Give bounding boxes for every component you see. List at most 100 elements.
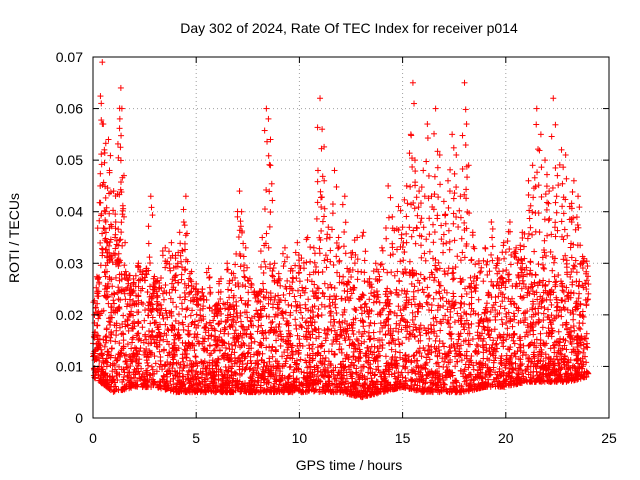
data-point [427, 321, 434, 328]
data-point [112, 245, 119, 252]
data-point [321, 280, 328, 287]
data-point [327, 312, 334, 319]
data-point [407, 183, 414, 190]
data-point [536, 318, 543, 325]
data-point [527, 259, 534, 266]
data-point [435, 259, 442, 266]
data-point [267, 162, 274, 169]
data-point [102, 140, 109, 147]
data-point [540, 310, 547, 317]
data-point [306, 342, 313, 349]
data-point [215, 321, 222, 328]
data-point [241, 274, 248, 281]
data-point [206, 274, 213, 281]
data-point [326, 302, 333, 309]
data-point [585, 290, 592, 297]
data-point [365, 313, 372, 320]
data-point [483, 300, 490, 307]
data-point [541, 237, 548, 244]
data-point [445, 320, 452, 327]
data-point [335, 245, 342, 252]
data-point [206, 284, 213, 291]
data-point [340, 243, 347, 250]
data-point [105, 136, 112, 143]
data-point [358, 333, 365, 340]
data-point [117, 179, 124, 186]
data-point [318, 194, 325, 201]
data-point [268, 180, 275, 187]
data-point [432, 105, 439, 112]
data-point [301, 369, 308, 376]
data-point [382, 225, 389, 232]
data-point [101, 225, 108, 232]
data-point [526, 215, 533, 222]
data-point [430, 239, 437, 246]
data-point [103, 325, 110, 332]
data-point [542, 157, 549, 164]
data-point [409, 163, 416, 170]
data-point [341, 193, 348, 200]
data-point [445, 204, 452, 211]
data-point [451, 170, 458, 177]
data-point [182, 313, 189, 320]
data-point [120, 312, 127, 319]
data-point [403, 290, 410, 297]
data-point [467, 311, 474, 318]
data-point [437, 327, 444, 334]
data-point [116, 115, 123, 122]
data-point [185, 331, 192, 338]
data-point [245, 289, 252, 296]
data-point [423, 299, 430, 306]
data-point [117, 84, 124, 91]
data-point [485, 331, 492, 338]
data-point [257, 248, 264, 255]
data-point [545, 217, 552, 224]
data-point [388, 269, 395, 276]
data-point [276, 321, 283, 328]
data-point [437, 181, 444, 188]
data-point [331, 285, 338, 292]
data-point [418, 254, 425, 261]
data-point [269, 273, 276, 280]
data-point [139, 324, 146, 331]
data-point [396, 349, 403, 356]
data-point [403, 213, 410, 220]
data-point [261, 206, 268, 213]
data-point [529, 231, 536, 238]
data-point [314, 199, 321, 206]
data-point [454, 253, 461, 260]
data-point [399, 224, 406, 231]
data-point [375, 268, 382, 275]
data-point [451, 319, 458, 326]
data-point [485, 290, 492, 297]
data-point [180, 219, 187, 226]
data-point [272, 293, 279, 300]
data-point [529, 306, 536, 313]
data-point [535, 316, 542, 323]
data-point [424, 121, 431, 128]
data-point [358, 268, 365, 275]
data-point [122, 358, 129, 365]
data-point [492, 341, 499, 348]
data-point [412, 182, 419, 189]
data-point [420, 289, 427, 296]
data-point [316, 250, 323, 257]
data-point [333, 310, 340, 317]
data-point [178, 300, 185, 307]
data-point [269, 272, 276, 279]
data-point [548, 301, 555, 308]
data-point [568, 254, 575, 261]
data-point [352, 307, 359, 314]
data-point [503, 319, 510, 326]
data-point [535, 146, 542, 153]
data-point [457, 193, 464, 200]
data-point [339, 201, 346, 208]
data-point [228, 287, 235, 294]
data-point [468, 294, 475, 301]
data-point [95, 293, 102, 300]
data-point [311, 259, 318, 266]
data-point [275, 270, 282, 277]
data-point [559, 287, 566, 294]
data-point [533, 121, 540, 128]
data-point [317, 95, 324, 102]
